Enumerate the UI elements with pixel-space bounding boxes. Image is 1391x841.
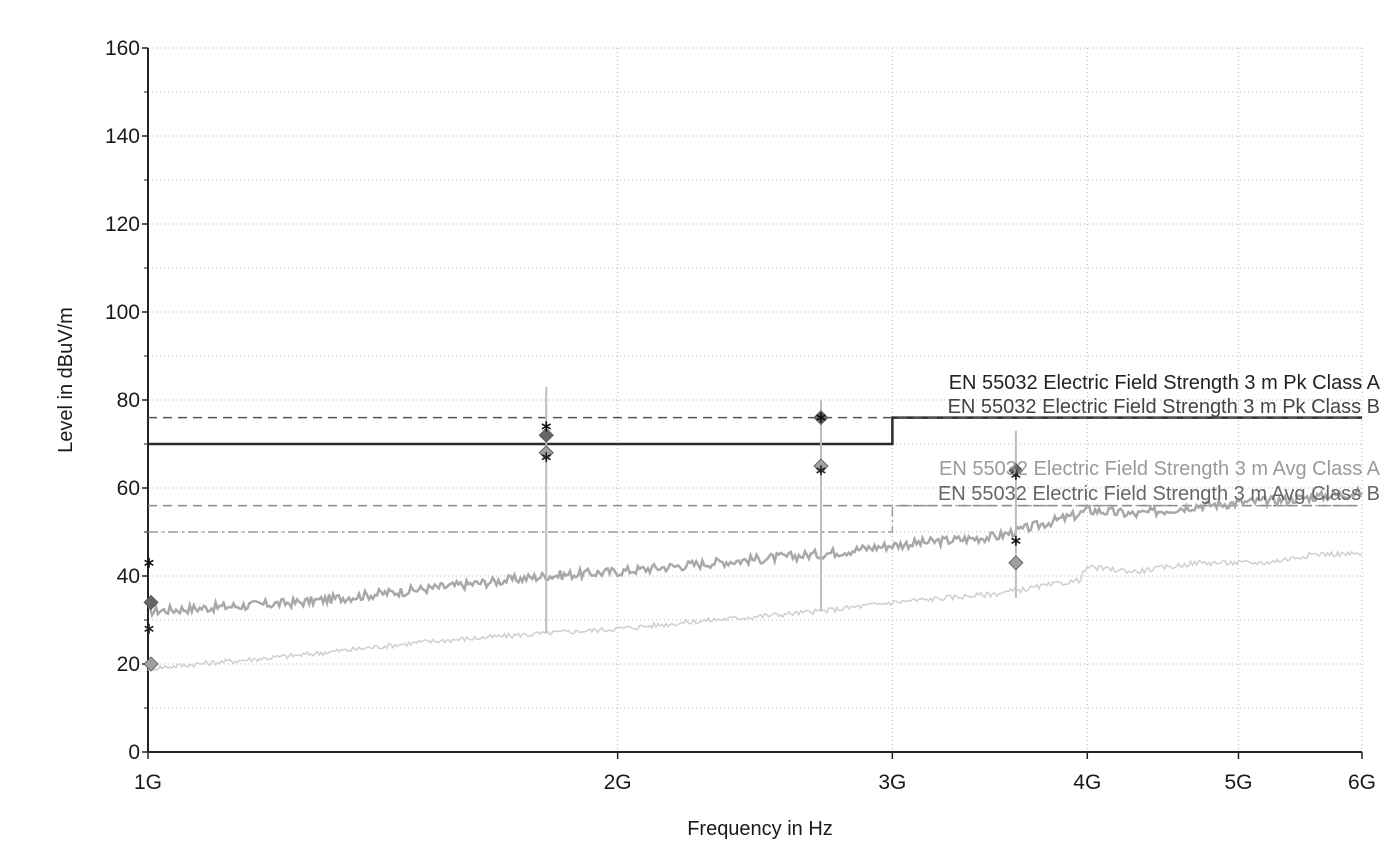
y-tick-label: 100 [105, 301, 140, 324]
star-stroke [541, 423, 552, 430]
star-stroke [144, 559, 154, 566]
star-marker [144, 623, 154, 634]
axes: 0 20 40 60 80 100 120 140 160 1G 2G 3G 4G 5G 6G [105, 37, 1376, 794]
y-tick-label: 40 [117, 565, 140, 588]
star-marker [1011, 469, 1021, 480]
limit-line-label: EN 55032 Electric Field Strength 3 m Pk … [949, 372, 1381, 394]
star-stroke [816, 467, 826, 474]
x-tick-label: 1G [134, 771, 162, 794]
star-stroke [1011, 471, 1021, 478]
diamond-marker [538, 427, 554, 443]
x-tick-label: 2G [604, 771, 632, 794]
y-tick-label: 80 [117, 389, 140, 412]
limit-line-label: EN 55032 Electric Field Strength 3 m Avg… [938, 483, 1380, 505]
measurement-traces [147, 386, 1364, 672]
diamond-marker [143, 594, 159, 610]
star-stroke [144, 625, 154, 632]
grid-lines [148, 47, 1363, 752]
star-marker [144, 557, 154, 568]
diamond-marker [1008, 555, 1024, 571]
star-stroke [541, 454, 552, 461]
x-tick-label: 5G [1224, 771, 1252, 794]
limit-line-labels: EN 55032 Electric Field Strength 3 m Pk … [938, 372, 1381, 505]
y-tick-label: 0 [128, 741, 140, 764]
measurement-markers [143, 410, 1024, 672]
limit-line-label: EN 55032 Electric Field Strength 3 m Avg… [939, 458, 1381, 480]
y-tick-label: 140 [105, 125, 140, 148]
x-tick-label: 6G [1348, 771, 1376, 794]
y-tick-label: 60 [117, 477, 140, 500]
y-tick-label: 120 [105, 213, 140, 236]
star-marker [541, 421, 552, 432]
star-marker [816, 412, 826, 423]
y-axis-title: Level in dBuV/m [55, 307, 77, 453]
diamond-marker [143, 656, 159, 672]
limit-line-label: EN 55032 Electric Field Strength 3 m Pk … [948, 396, 1380, 418]
star-marker [541, 452, 552, 463]
measurement-trace [147, 484, 1364, 619]
x-axis-title: Frequency in Hz [687, 818, 833, 840]
star-marker [1011, 535, 1021, 546]
measurement-trace [147, 550, 1363, 672]
x-tick-label: 3G [878, 771, 906, 794]
x-tick-label: 4G [1073, 771, 1101, 794]
star-marker [816, 465, 826, 476]
star-stroke [1011, 537, 1021, 544]
y-tick-label: 20 [117, 653, 140, 676]
star-stroke [816, 414, 826, 421]
y-tick-label: 160 [105, 37, 140, 60]
